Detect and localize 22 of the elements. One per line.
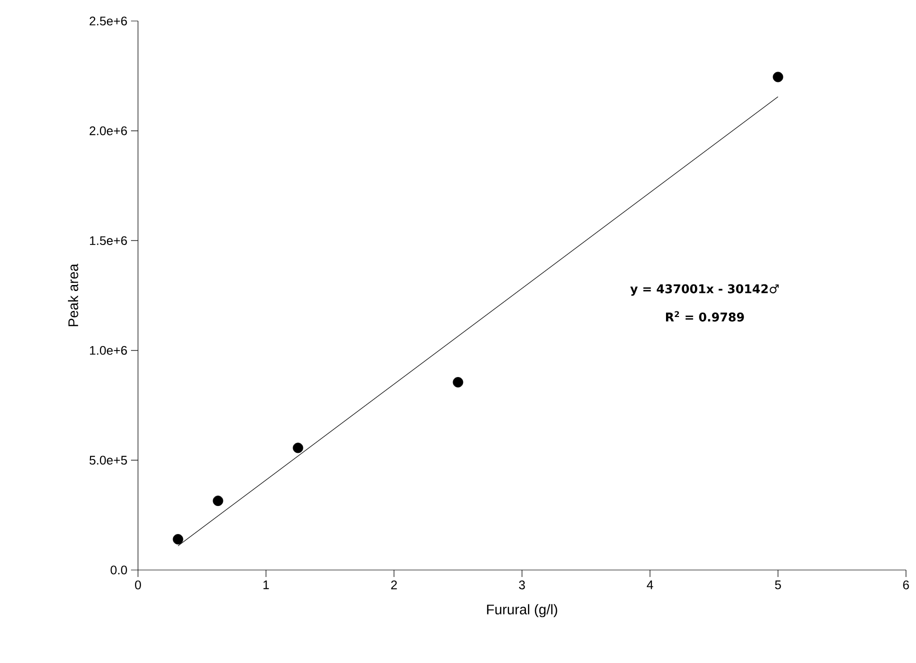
x-tick-label: 4 xyxy=(646,580,654,590)
x-tick-label: 2 xyxy=(391,580,397,590)
annotation: y = 437001x - 30142♂ xyxy=(630,284,779,296)
y-tick-label: 1.0e+6 xyxy=(90,346,127,355)
y-tick-label: 5.0e+5 xyxy=(90,456,127,465)
x-tick-label: 0 xyxy=(135,580,141,590)
y-tick-label: 1.5e+6 xyxy=(90,236,127,246)
point xyxy=(292,442,304,454)
y-tick-label: 2.0e+6 xyxy=(90,126,127,136)
y-tick-label: 0.0 xyxy=(110,566,127,574)
point xyxy=(172,534,184,544)
point xyxy=(772,72,784,82)
annotation: R$^{2}$ = 0.9789 xyxy=(666,311,744,322)
point xyxy=(212,496,224,506)
y-tick-label: 2.5e+6 xyxy=(90,16,127,26)
y-axis-title: Peak area xyxy=(68,264,78,326)
x-tick-label: 3 xyxy=(519,580,525,590)
x-axis-title: Furural (g/l) xyxy=(487,604,558,618)
x-tick-label: 1 xyxy=(263,580,269,590)
point xyxy=(452,377,464,388)
x-tick-label: 6 xyxy=(903,580,909,590)
x-tick-label: 5 xyxy=(775,580,781,590)
